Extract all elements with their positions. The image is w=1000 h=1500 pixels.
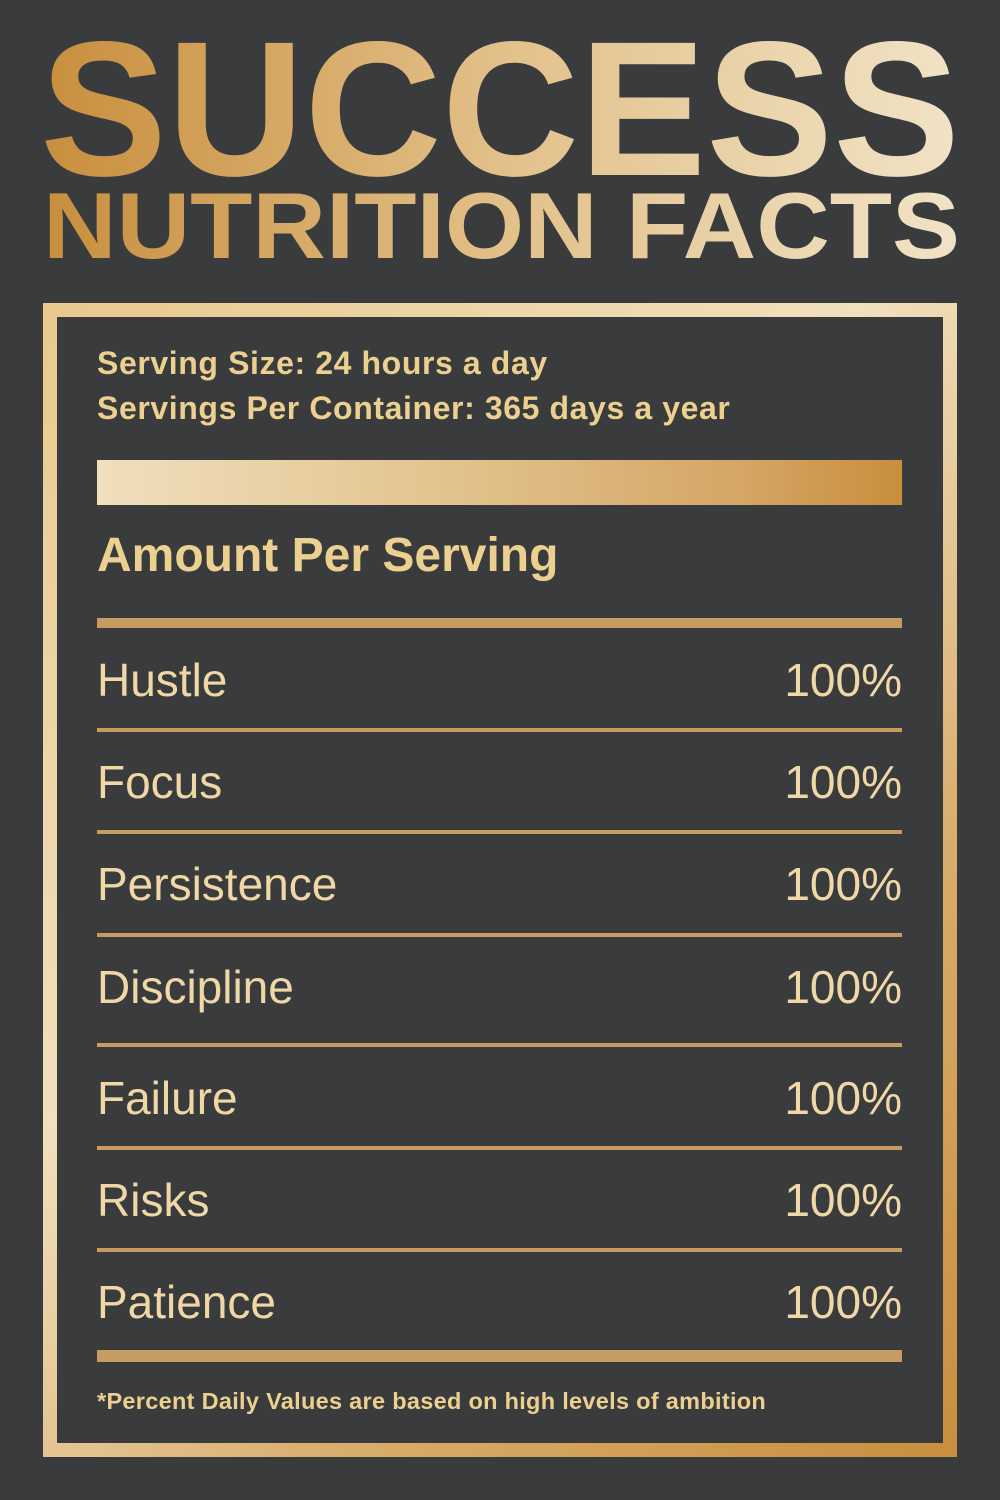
divider	[97, 933, 902, 937]
divider	[97, 1146, 902, 1150]
divider	[97, 1248, 902, 1252]
nutrient-value: 100%	[784, 961, 902, 1013]
nutrient-name: Discipline	[97, 961, 294, 1013]
nutrient-name: Risks	[97, 1174, 210, 1226]
divider	[97, 728, 902, 732]
nutrient-value: 100%	[784, 1276, 902, 1328]
title-success: SUCCESS	[40, 1, 960, 216]
nutrient-value: 100%	[784, 1174, 902, 1226]
divider	[97, 830, 902, 834]
nutrient-row: Risks 100%	[97, 1170, 902, 1230]
divider	[97, 1043, 902, 1047]
divider-thick	[97, 618, 902, 628]
footnote: *Percent Daily Values are based on high …	[97, 1388, 767, 1414]
nutrient-name: Hustle	[97, 654, 228, 706]
title-nutrition-facts: NUTRITION FACTS	[43, 173, 960, 278]
nutrient-name: Focus	[97, 756, 223, 808]
poster-title: SUCCESS NUTRITION FACTS	[40, 1, 960, 278]
nutrient-row: Focus 100%	[97, 752, 902, 812]
nutrient-row: Persistence 100%	[97, 854, 902, 914]
nutrient-value: 100%	[784, 756, 902, 808]
nutrient-name: Persistence	[97, 858, 338, 910]
nutrient-row: Discipline 100%	[97, 957, 902, 1017]
nutrient-value: 100%	[784, 654, 902, 706]
nutrient-value: 100%	[784, 858, 902, 910]
servings-per-container: Servings Per Container: 365 days a year	[97, 390, 731, 426]
nutrient-value: 100%	[784, 1072, 902, 1124]
nutrient-row: Patience 100%	[97, 1272, 902, 1332]
nutrient-row: Hustle 100%	[97, 650, 902, 710]
nutrient-name: Failure	[97, 1072, 238, 1124]
amount-per-serving-heading: Amount Per Serving	[97, 529, 559, 582]
nutrient-row: Failure 100%	[97, 1068, 902, 1128]
divider-thick	[97, 1350, 902, 1362]
gradient-bar	[97, 460, 902, 505]
nutrient-name: Patience	[97, 1276, 277, 1328]
serving-size: Serving Size: 24 hours a day	[97, 345, 548, 381]
